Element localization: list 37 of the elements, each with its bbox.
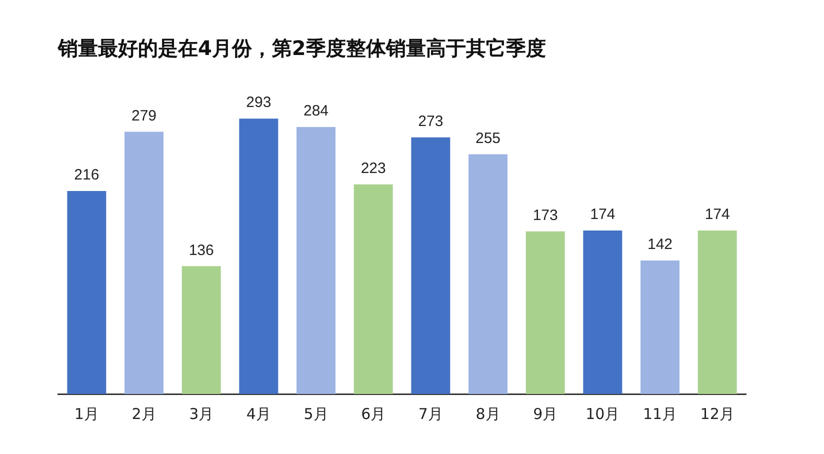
data-label: 142 (647, 236, 673, 254)
chart-title: 销量最好的是在4月份，第2季度整体销量高于其它季度 (57, 36, 546, 60)
data-label: 174 (704, 206, 730, 224)
bar (124, 132, 164, 394)
x-tick-label: 8月 (476, 404, 500, 423)
data-label: 255 (475, 130, 501, 147)
data-label: 174 (590, 206, 616, 224)
x-tick-label: 2月 (132, 404, 156, 423)
data-label: 223 (360, 160, 386, 178)
bar (640, 260, 680, 394)
data-label: 216 (74, 166, 100, 184)
x-tick-label: 11月 (642, 404, 678, 423)
x-tick-label: 6月 (361, 404, 386, 423)
data-label: 273 (418, 113, 444, 130)
bar (239, 118, 278, 394)
bar (583, 230, 622, 394)
x-tick-label: 7月 (418, 404, 443, 423)
bar (354, 184, 393, 394)
bar (67, 190, 106, 394)
x-tick-label: 10月 (586, 404, 620, 423)
bar (411, 137, 450, 394)
data-label: 284 (303, 102, 329, 120)
bar (698, 230, 737, 394)
x-tick-label: 5月 (304, 404, 328, 423)
data-label: 136 (188, 242, 214, 259)
data-label: 293 (246, 94, 272, 112)
bar (296, 127, 336, 394)
x-tick-label: 12月 (700, 404, 734, 423)
x-tick-label: 4月 (246, 404, 271, 423)
x-tick-label: 3月 (189, 404, 214, 423)
bar (526, 231, 565, 394)
x-tick-label: 9月 (533, 404, 558, 423)
bar (468, 154, 508, 394)
x-tick-label: 1月 (74, 404, 99, 423)
data-label: 279 (131, 107, 157, 124)
bar (182, 266, 221, 394)
data-label: 173 (532, 207, 558, 224)
